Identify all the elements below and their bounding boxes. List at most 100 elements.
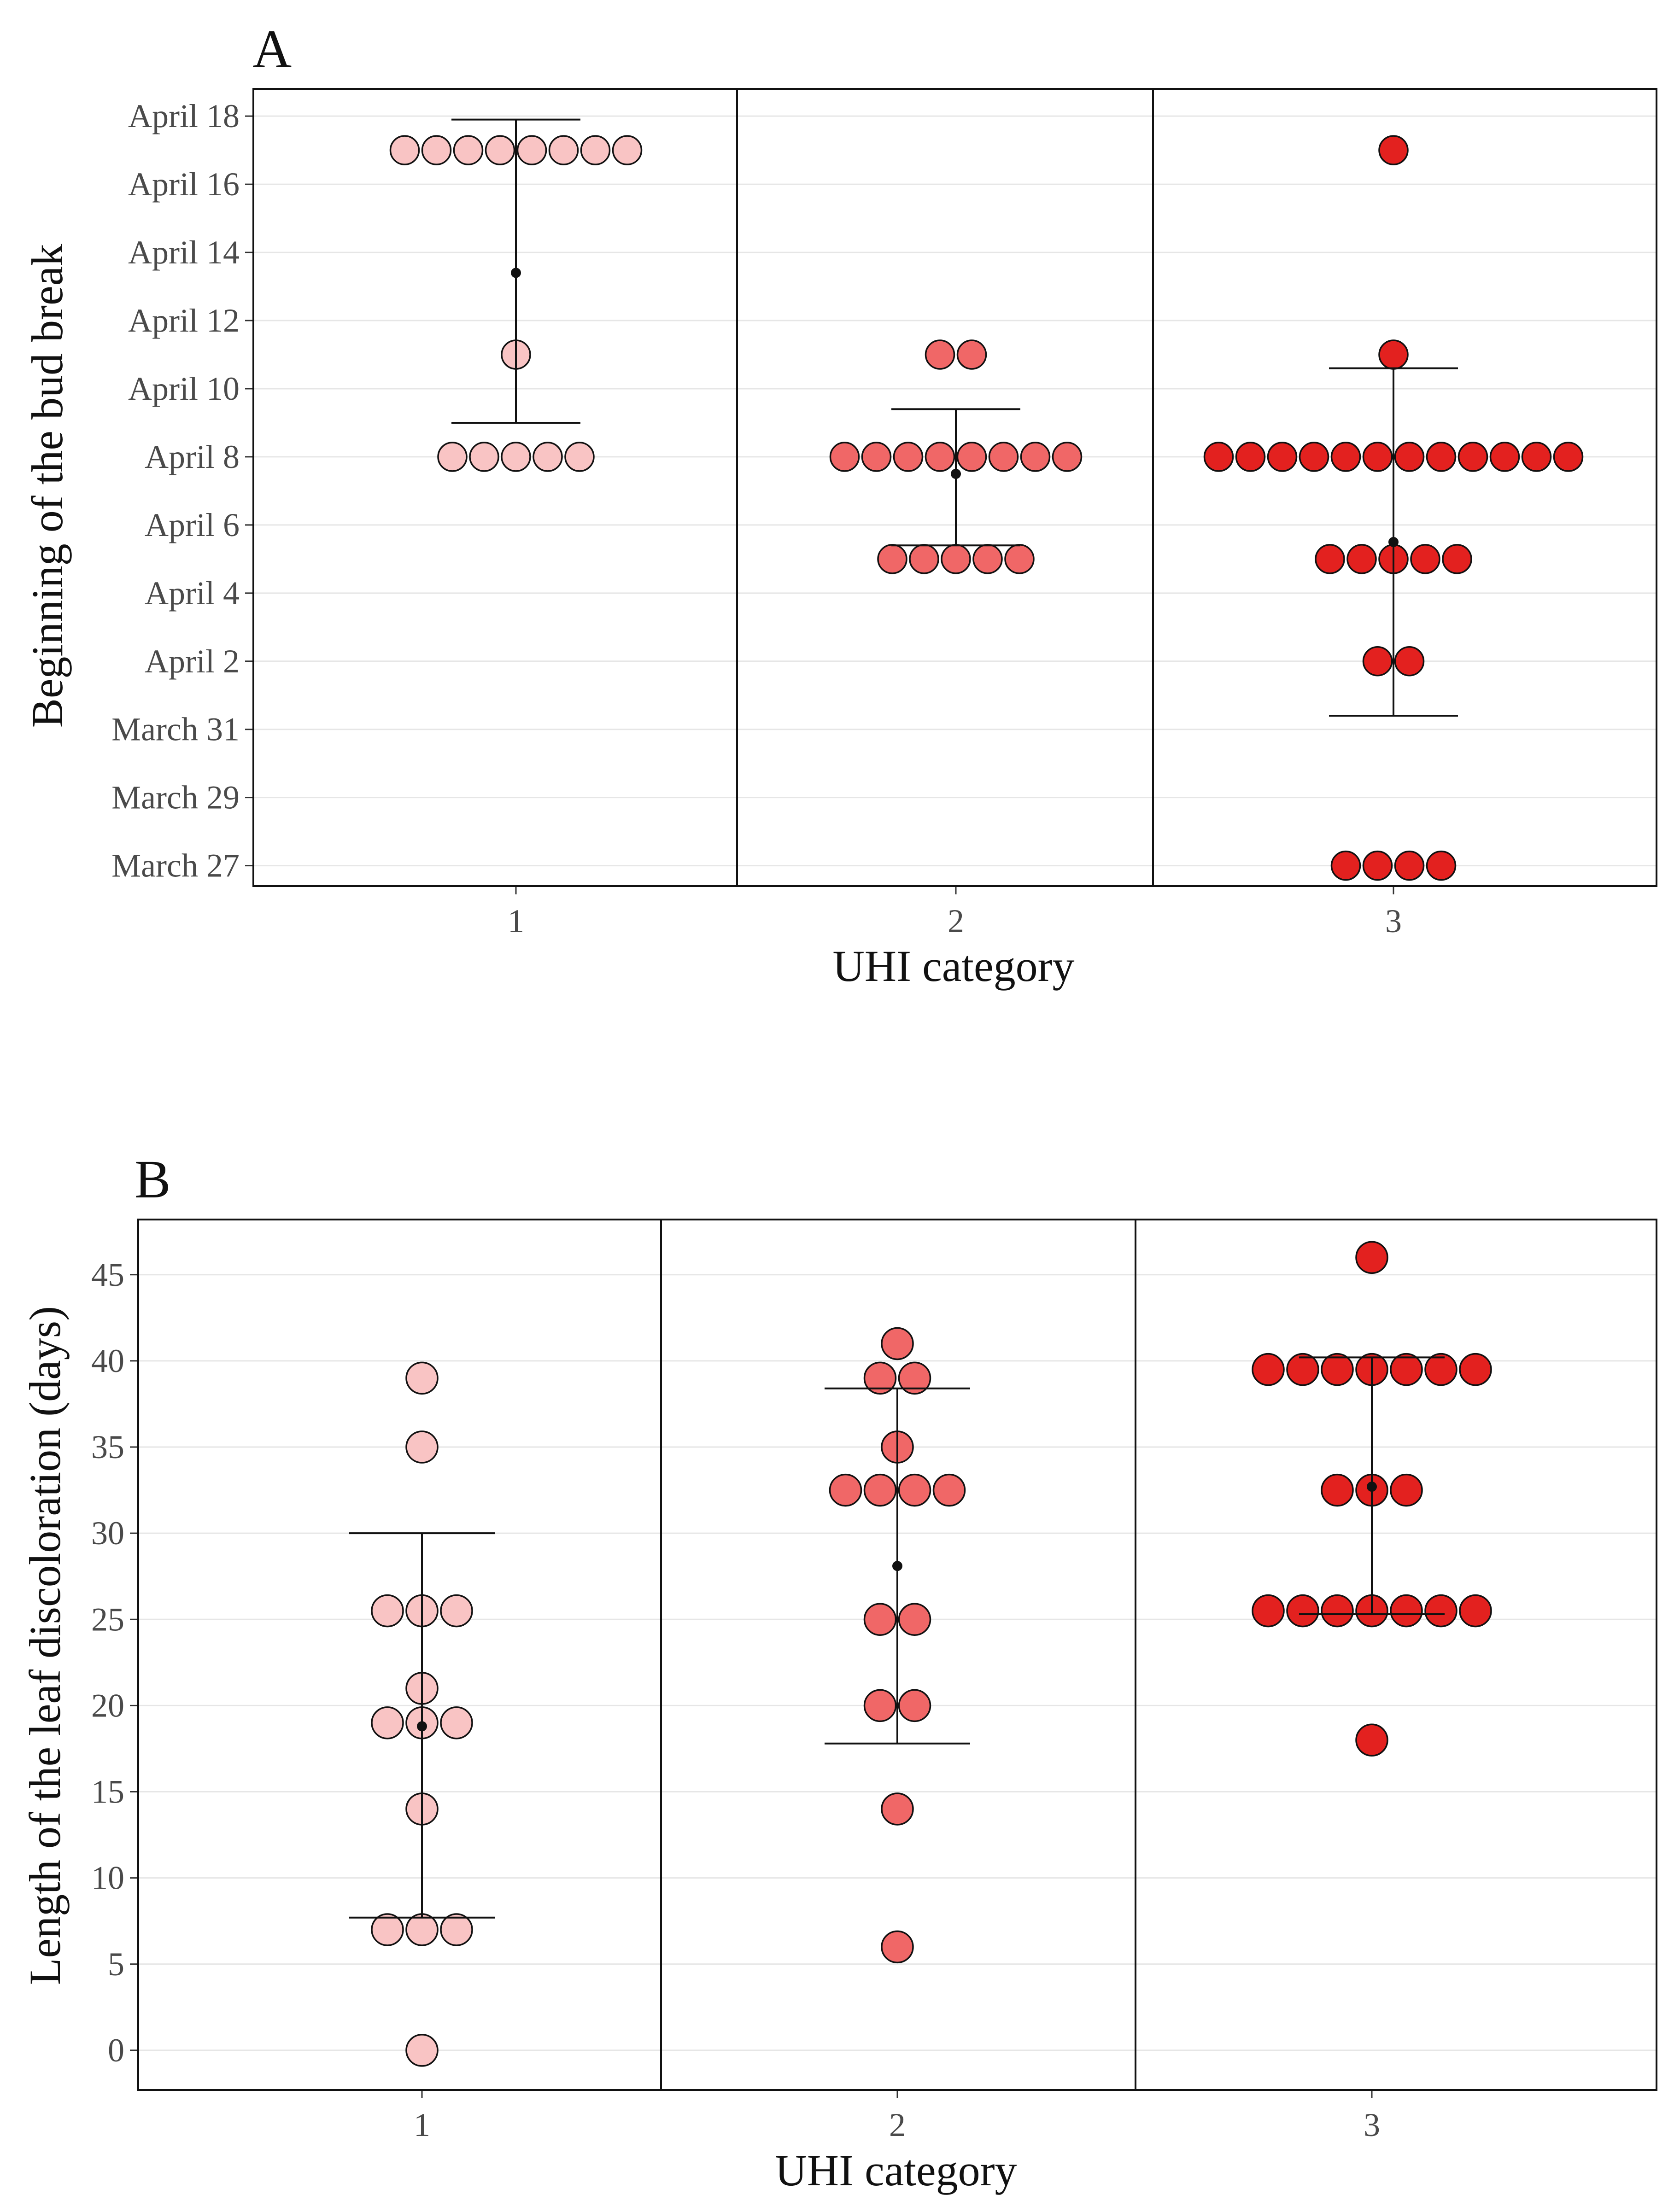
panel-b-y-axis-title: Length of the leaf discoloration (days) — [20, 1306, 70, 1985]
data-point — [1321, 1594, 1354, 1628]
data-point — [516, 135, 547, 165]
data-point — [956, 339, 987, 370]
data-point — [1459, 1594, 1492, 1628]
data-point — [932, 1473, 966, 1507]
data-point — [898, 1603, 931, 1636]
data-point — [1362, 850, 1393, 881]
data-point — [1252, 1353, 1285, 1386]
y-tick-label: April 16 — [128, 166, 240, 203]
y-tick-label: April 2 — [145, 643, 240, 680]
data-point — [580, 135, 611, 165]
mean-point — [892, 1561, 902, 1571]
data-point — [863, 1689, 897, 1722]
data-point — [1459, 1353, 1492, 1386]
data-point — [1203, 442, 1234, 472]
y-tick-label: April 4 — [145, 575, 240, 612]
y-tick-label: April 10 — [128, 370, 240, 407]
data-point — [1394, 850, 1425, 881]
panel-a-y-axis-title: Beginning of the bud break — [23, 244, 72, 728]
data-point — [440, 1594, 473, 1628]
data-point — [877, 544, 907, 574]
data-point — [925, 442, 955, 472]
data-point — [1267, 442, 1298, 472]
data-point — [485, 135, 515, 165]
x-tick-label: 1 — [508, 903, 524, 940]
data-point — [1362, 442, 1393, 472]
data-point — [861, 442, 892, 472]
data-point — [898, 1689, 931, 1722]
data-point — [405, 1361, 439, 1395]
data-point — [881, 1327, 914, 1360]
data-point — [564, 442, 595, 472]
data-point — [1235, 442, 1266, 472]
data-point — [898, 1473, 931, 1507]
data-point — [421, 135, 452, 165]
data-point — [988, 442, 1019, 472]
data-point — [1315, 544, 1345, 574]
data-point — [389, 135, 420, 165]
data-point — [1489, 442, 1520, 472]
y-tick-label: March 29 — [111, 779, 240, 816]
data-point — [1286, 1594, 1319, 1628]
data-point — [863, 1361, 897, 1395]
data-point — [1394, 646, 1425, 677]
data-point — [1390, 1353, 1423, 1386]
x-tick-label: 3 — [1364, 2107, 1380, 2143]
data-point — [1426, 442, 1457, 472]
data-point — [898, 1361, 931, 1395]
y-tick-label: 30 — [91, 1515, 124, 1552]
data-point — [1521, 442, 1552, 472]
panel-b: B 0 5 10 15 20 25 30 35 40 45 1 2 3 UHI category Le… — [20, 1149, 1657, 2195]
data-point — [453, 135, 484, 165]
y-tick-label: 40 — [91, 1342, 124, 1379]
data-point — [956, 442, 987, 472]
data-point — [1346, 544, 1377, 574]
y-tick-label: 5 — [108, 1946, 124, 1983]
data-point — [371, 1594, 404, 1628]
data-point — [501, 442, 531, 472]
data-point — [533, 442, 563, 472]
data-point — [972, 544, 1003, 574]
data-point — [1004, 544, 1035, 574]
data-point — [863, 1603, 897, 1636]
y-tick-label: March 27 — [111, 847, 240, 884]
y-tick-label: 45 — [91, 1256, 124, 1293]
y-tick-label: 0 — [108, 2032, 124, 2069]
mean-point — [951, 468, 961, 479]
y-tick-label: 20 — [91, 1687, 124, 1724]
data-point — [925, 339, 955, 370]
data-point — [1394, 442, 1425, 472]
y-tick-label: April 14 — [128, 234, 240, 271]
data-point — [863, 1473, 897, 1507]
y-tick-label: 15 — [91, 1774, 124, 1810]
panel-a-y-ticks: March 27 March 29 March 31 April 2 April 4 Ap… — [111, 98, 253, 884]
y-tick-label: April 18 — [128, 98, 240, 134]
data-point — [881, 1930, 914, 1964]
y-tick-label: 25 — [91, 1601, 124, 1638]
y-tick-label: April 6 — [145, 507, 240, 543]
data-point — [1378, 339, 1409, 370]
data-point — [829, 442, 860, 472]
data-point — [881, 1792, 914, 1826]
plot-frame — [137, 1219, 1657, 2091]
mean-point — [1388, 537, 1399, 547]
data-point — [1553, 442, 1584, 472]
panel-b-x-ticks: 1 2 3 — [414, 2090, 1380, 2143]
data-point — [440, 1913, 473, 1946]
x-tick-label: 2 — [889, 2107, 906, 2143]
data-point — [1330, 442, 1361, 472]
data-point — [1321, 1353, 1354, 1386]
data-point — [1362, 646, 1393, 677]
data-point — [909, 544, 939, 574]
y-tick-label: 35 — [91, 1429, 124, 1465]
mean-point — [1367, 1482, 1377, 1492]
x-tick-label: 2 — [948, 903, 964, 940]
panel-a: A March 27 March 29 March 31 April 2 April 4… — [23, 19, 1657, 991]
data-point — [1286, 1353, 1319, 1386]
data-point — [405, 1913, 439, 1946]
y-tick-label: April 8 — [145, 438, 240, 475]
panel-b-y-ticks: 0 5 10 15 20 25 30 35 40 45 — [91, 1256, 138, 2069]
panel-a-x-ticks: 1 2 3 — [508, 886, 1402, 940]
data-point — [440, 1706, 473, 1739]
